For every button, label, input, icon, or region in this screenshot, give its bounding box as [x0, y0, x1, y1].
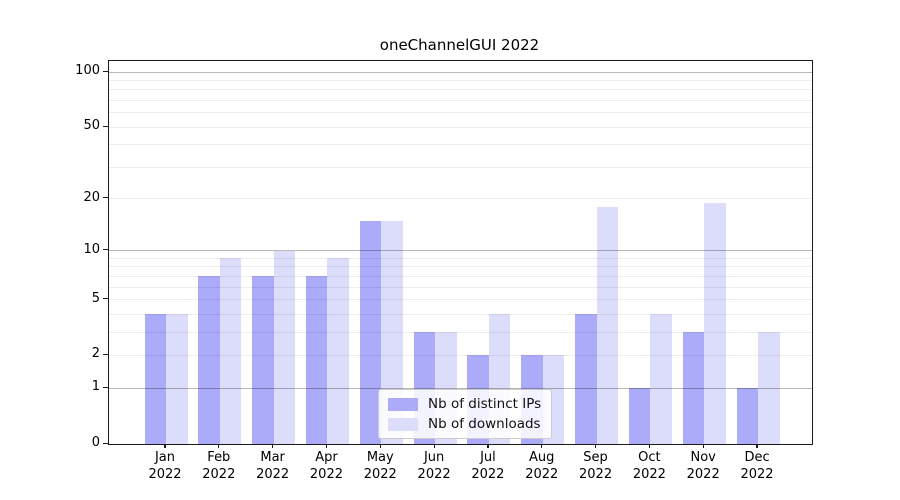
x-tick-mark	[379, 444, 381, 449]
y-tick-mark	[103, 386, 108, 388]
bar-distinct-ips-may	[359, 220, 382, 444]
x-tick-mark	[164, 444, 166, 449]
gridline-minor	[109, 144, 812, 146]
gridline-minor	[109, 266, 812, 268]
x-tick-label-mar: Mar 2022	[256, 450, 290, 482]
x-tick-mark	[218, 444, 220, 449]
bar-distinct-ips-feb	[198, 276, 220, 444]
x-tick-mark	[433, 444, 435, 449]
gridline-major	[109, 387, 812, 389]
bar-distinct-ips-jan	[144, 314, 166, 444]
bar-distinct-ips-apr	[305, 276, 328, 444]
gridline-minor	[109, 331, 812, 333]
legend-swatch-distinct-ips	[388, 397, 418, 411]
bar-downloads-apr	[327, 258, 349, 444]
x-tick-mark	[325, 444, 328, 449]
bar-downloads-jan	[166, 314, 188, 444]
gridline-minor	[109, 100, 812, 102]
gridline-minor	[109, 126, 812, 128]
y-tick-mark	[103, 353, 108, 356]
x-tick-label-may: May 2022	[363, 450, 397, 482]
y-tick-mark	[103, 442, 108, 444]
gridline-minor	[109, 354, 812, 356]
y-tick-label: 10	[83, 241, 100, 257]
y-tick-mark	[103, 249, 108, 251]
gridline-major	[109, 250, 812, 252]
bar-downloads-may	[381, 220, 403, 444]
y-tick-label: 2	[91, 346, 100, 362]
y-tick-label: 50	[83, 118, 100, 134]
gridline-minor	[109, 275, 812, 277]
x-tick-mark	[272, 444, 274, 449]
x-tick-label-oct: Oct 2022	[632, 450, 666, 482]
y-tick-label: 20	[83, 189, 100, 205]
x-tick-mark	[756, 444, 758, 449]
y-tick-label: 100	[75, 63, 100, 79]
y-tick-label: 0	[91, 435, 100, 450]
legend-label-distinct-ips: Nb of distinct IPs	[428, 396, 542, 412]
gridline-minor	[109, 112, 812, 114]
x-tick-mark	[487, 444, 489, 449]
bar-distinct-ips-oct	[628, 388, 651, 444]
x-tick-label-feb: Feb 2022	[202, 450, 236, 482]
legend-item-downloads: Nb of downloads	[388, 416, 541, 432]
legend: Nb of distinct IPs Nb of downloads	[378, 389, 553, 439]
gridline-minor	[109, 313, 812, 315]
y-tick-label: 1	[91, 379, 100, 395]
y-tick-label: 5	[91, 290, 100, 306]
legend-label-downloads: Nb of downloads	[428, 416, 541, 432]
gridlines-layer	[109, 61, 812, 444]
x-tick-label-aug: Aug 2022	[525, 450, 559, 482]
legend-swatch-downloads	[388, 417, 418, 431]
x-tick-mark	[702, 444, 704, 449]
y-tick-mark	[103, 298, 108, 300]
gridline-minor	[109, 80, 812, 82]
bar-downloads-mar	[273, 250, 296, 444]
x-tick-label-jul: Jul 2022	[471, 450, 505, 482]
y-tick-mark	[103, 125, 108, 127]
y-tick-mark	[103, 197, 108, 199]
x-tick-label-sep: Sep 2022	[579, 450, 613, 482]
y-tick-mark	[103, 70, 108, 72]
bar-distinct-ips-mar	[252, 276, 274, 444]
chart-title: oneChannelGUI 2022	[379, 36, 540, 54]
x-tick-label-apr: Apr 2022	[309, 450, 343, 482]
bar-downloads-sep	[596, 206, 619, 444]
gridline-minor	[109, 198, 812, 200]
x-tick-mark	[648, 444, 650, 449]
gridline-major	[109, 71, 812, 73]
legend-item-distinct-ips: Nb of distinct IPs	[388, 396, 541, 412]
x-tick-mark	[541, 444, 543, 449]
plot-area	[108, 60, 813, 445]
bar-downloads-dec	[758, 332, 780, 444]
x-tick-label-nov: Nov 2022	[686, 450, 720, 482]
gridline-minor	[109, 89, 812, 91]
bar-distinct-ips-dec	[736, 388, 759, 444]
x-tick-label-dec: Dec 2022	[740, 450, 774, 482]
gridline-minor	[109, 257, 812, 259]
bar-distinct-ips-nov	[682, 332, 705, 444]
x-tick-mark	[594, 444, 597, 449]
x-tick-label-jan: Jan 2022	[148, 450, 182, 482]
bar-downloads-oct	[650, 314, 672, 444]
x-tick-label-jun: Jun 2022	[417, 450, 451, 482]
gridline-minor	[109, 299, 812, 301]
gridline-minor	[109, 286, 812, 288]
gridline-minor	[109, 166, 812, 168]
bar-downloads-feb	[219, 258, 242, 444]
bar-distinct-ips-sep	[575, 314, 597, 444]
bar-downloads-nov	[704, 202, 726, 444]
